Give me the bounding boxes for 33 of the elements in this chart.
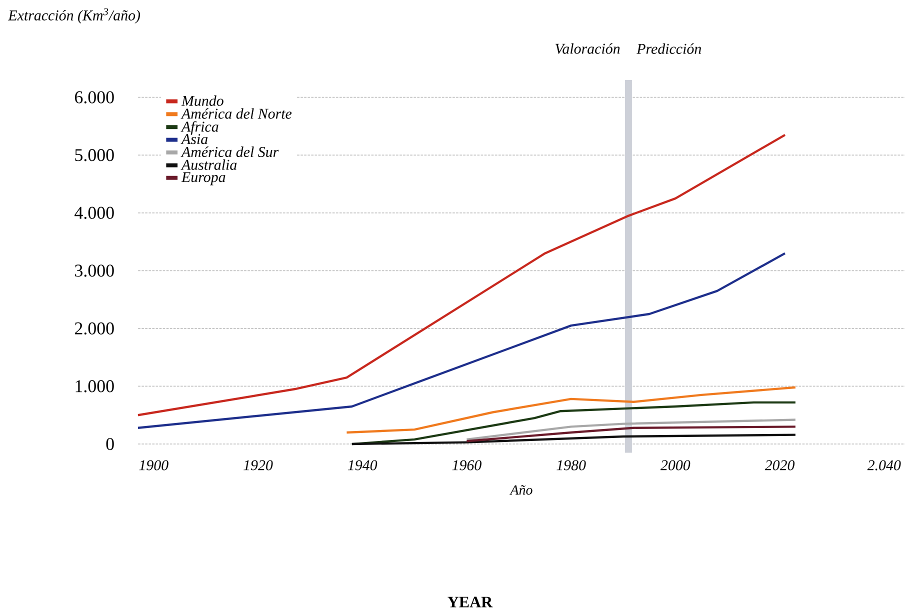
y-tick-label: 6.000	[74, 91, 114, 104]
line-series	[346, 386, 797, 434]
x-tick-label: 1900	[139, 460, 168, 470]
y-tick-label: 0	[106, 438, 114, 450]
y-tick-label: 5.000	[75, 149, 114, 162]
y-tick-label: 1.000	[76, 380, 114, 392]
legend-label: Africa	[180, 121, 218, 135]
y-axis-title: Extracción (Km$^{3}$/año)	[8, 8, 140, 24]
y-tick-label: 2.000	[74, 322, 114, 335]
legend-label: Australia	[180, 159, 237, 170]
line-series	[136, 134, 786, 416]
legend-label: América del Norte	[180, 108, 292, 119]
x-tick-label: 1940	[348, 460, 378, 470]
x-tick-label: 2020	[764, 460, 795, 470]
x-tick-label: 2.040	[867, 460, 901, 470]
x-tick-label: 1960	[452, 460, 482, 470]
legend-label: Europa	[181, 172, 226, 186]
line-series	[466, 418, 797, 441]
text: YEAR	[448, 596, 493, 608]
text: Valoración	[555, 43, 620, 54]
text: Predicción	[636, 43, 702, 54]
legend-label: Asia	[180, 134, 208, 144]
x-axis-title: Año	[510, 485, 532, 495]
legend-label: Mundo	[181, 95, 224, 106]
legend-label: América del Sur	[180, 146, 279, 158]
y-tick-label: 3.000	[75, 264, 114, 277]
y-tick-label: 4.000	[74, 206, 114, 219]
line-series	[136, 252, 786, 429]
x-tick-label: 1980	[556, 460, 586, 470]
x-tick-label: 1920	[244, 460, 273, 470]
line-series	[350, 434, 797, 446]
line-series	[466, 426, 797, 442]
x-tick-label: 2000	[660, 460, 690, 470]
